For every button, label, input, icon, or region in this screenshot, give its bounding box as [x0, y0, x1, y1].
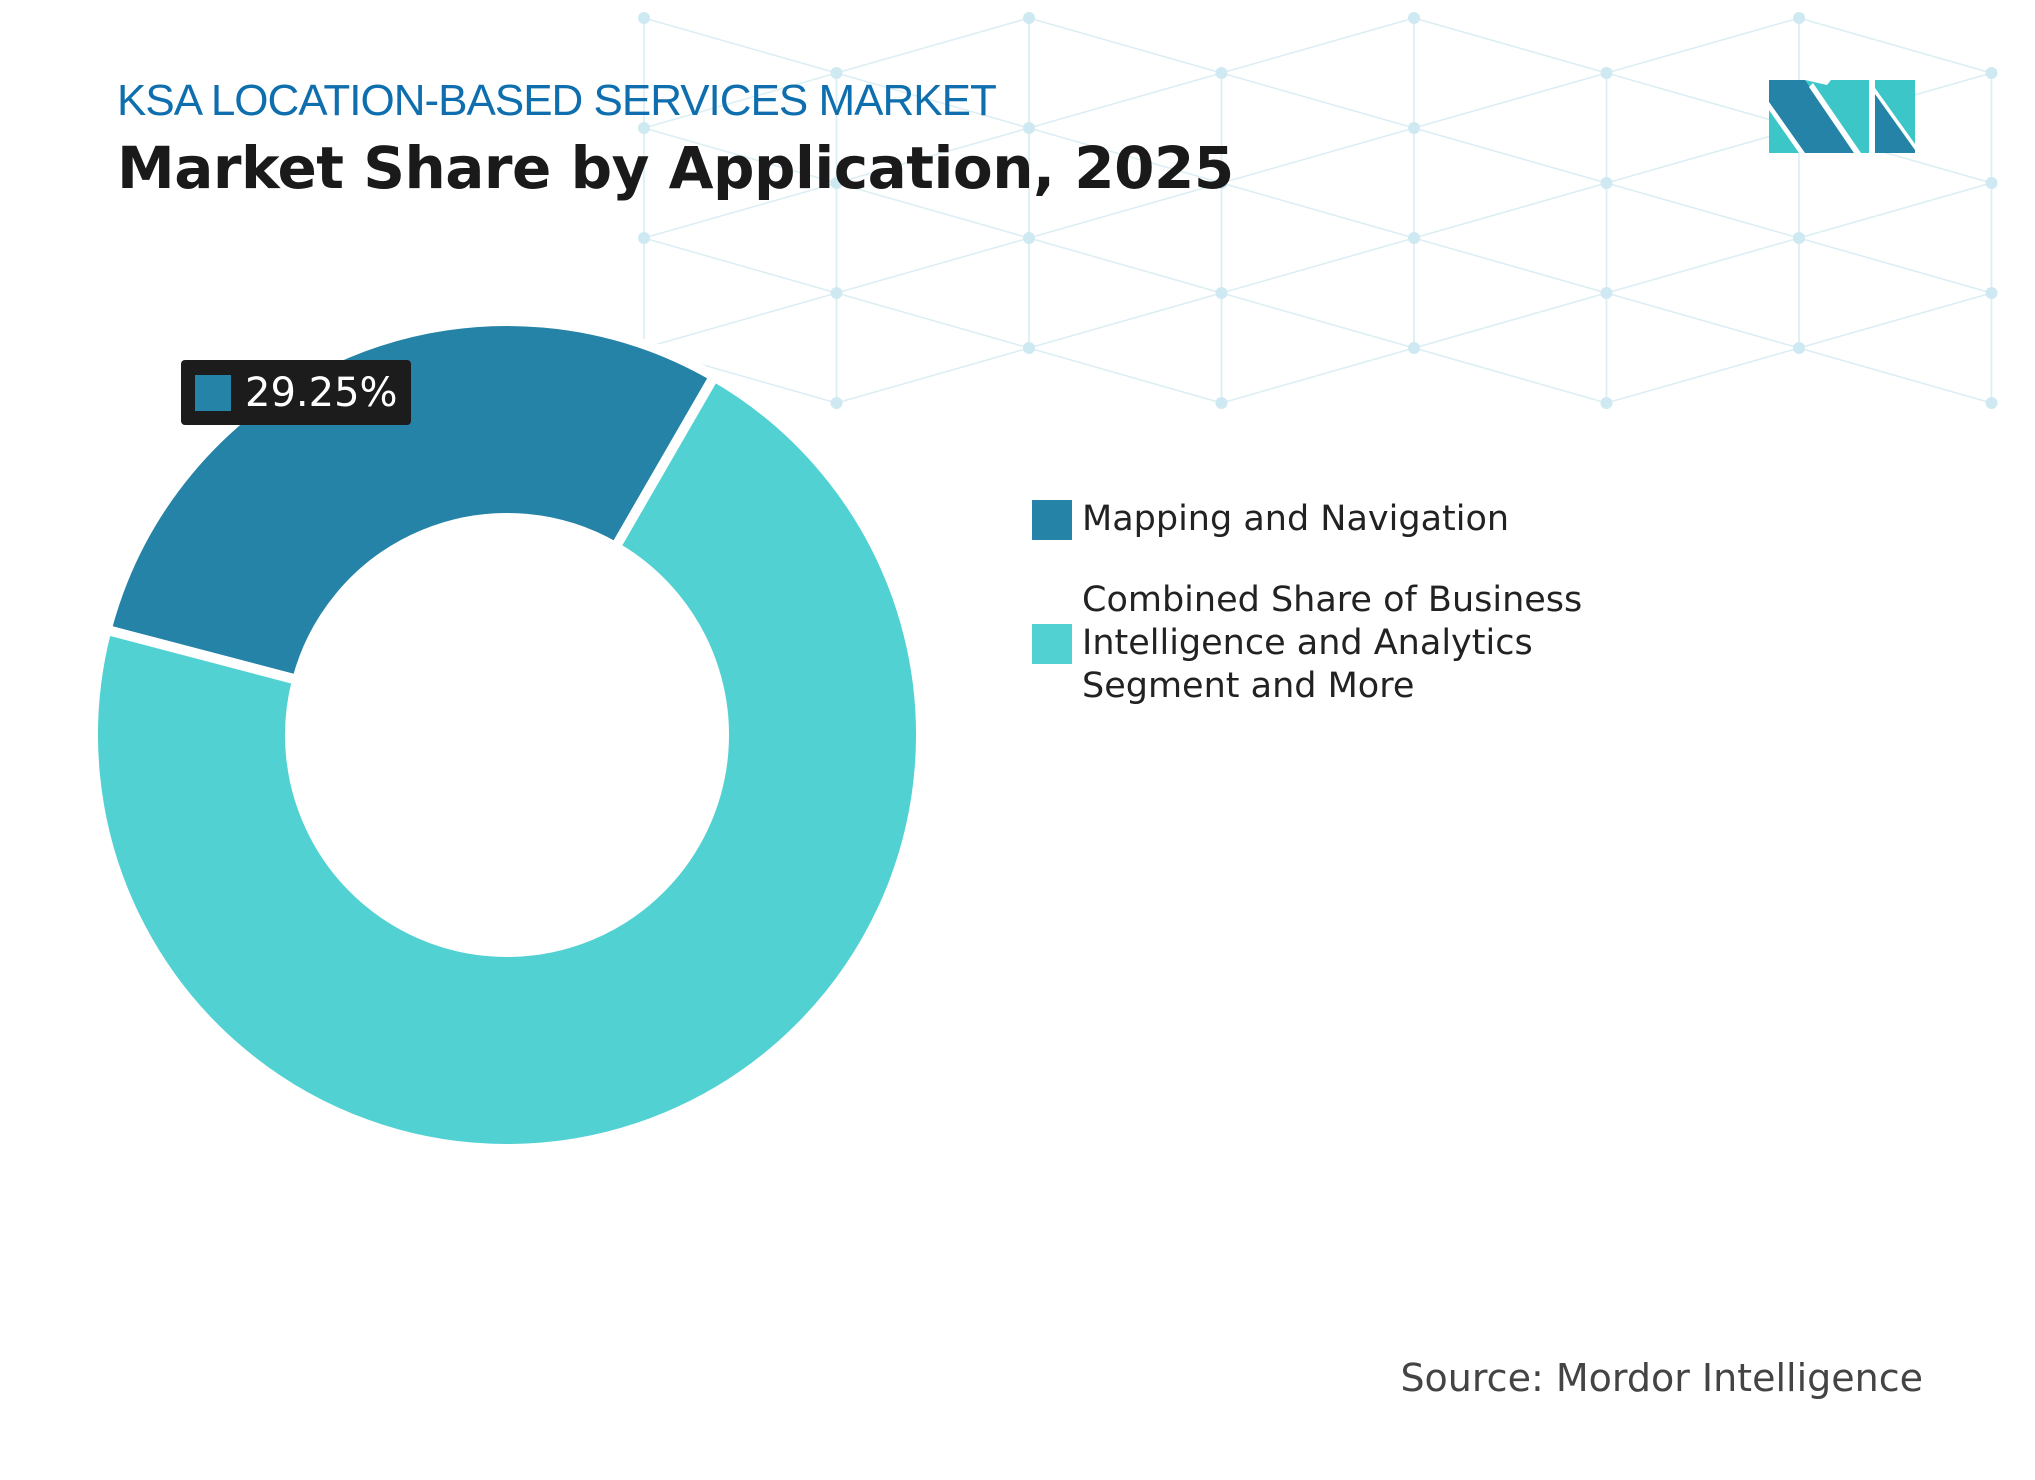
- pattern-line: [1413, 17, 1607, 74]
- pattern-node: [1985, 177, 1998, 189]
- legend-label: Combined Share of Business Intelligence …: [1082, 580, 1583, 706]
- pattern-line: [1606, 292, 1800, 349]
- pattern-line: [1413, 182, 1607, 239]
- source-note: Source: Mordor Intelligence: [1400, 1356, 1923, 1400]
- pattern-line: [1221, 182, 1415, 239]
- legend-label: Mapping and Navigation: [1082, 499, 1510, 539]
- pattern-line: [1221, 292, 1415, 349]
- pattern-line: [1798, 292, 1992, 349]
- pattern-line: [1028, 292, 1222, 349]
- pattern-line: [836, 127, 1030, 184]
- pattern-node: [1408, 232, 1420, 244]
- pattern-line: [1221, 127, 1415, 184]
- pattern-node: [1600, 287, 1613, 299]
- chart-subtitle: KSA LOCATION-BASED SERVICES MARKET: [117, 76, 997, 125]
- pattern-line: [1028, 17, 1222, 74]
- pattern-line: [1413, 72, 1607, 129]
- pattern-line: [1606, 182, 1800, 239]
- pattern-node: [830, 177, 843, 189]
- pattern-line: [1606, 237, 1800, 294]
- pattern-line: [1221, 237, 1415, 294]
- pattern-line: [1798, 347, 1992, 404]
- pattern-line: [1413, 347, 1607, 404]
- pattern-line: [836, 182, 1030, 239]
- mordor-intelligence-logo: [1769, 80, 1915, 153]
- pattern-line: [1221, 17, 1415, 74]
- pattern-node: [1793, 342, 1805, 354]
- pattern-line: [1606, 347, 1800, 404]
- data-label-text: 29.25%: [245, 369, 398, 416]
- pattern-node: [638, 12, 650, 24]
- legend-swatch: [1032, 499, 1072, 540]
- pattern-line: [1221, 347, 1415, 404]
- pattern-line: [1606, 17, 1800, 74]
- pattern-line: [1798, 237, 1992, 294]
- pattern-node: [1408, 342, 1420, 354]
- pattern-node: [1985, 287, 1998, 299]
- pattern-node: [1023, 232, 1035, 244]
- pattern-line: [643, 292, 837, 349]
- pattern-line: [1606, 72, 1800, 129]
- legend-item-mapping-navigation: Mapping and Navigation: [1032, 498, 1642, 541]
- pattern-line: [1221, 72, 1415, 129]
- pattern-line: [836, 292, 1030, 349]
- pattern-node: [1793, 12, 1805, 24]
- pattern-line: [1413, 127, 1607, 184]
- pattern-line: [1413, 292, 1607, 349]
- pattern-node: [830, 67, 843, 79]
- legend: Mapping and Navigation Combined Share of…: [1032, 498, 1642, 746]
- pattern-node: [1408, 122, 1420, 134]
- pattern-node: [830, 397, 843, 409]
- pattern-line: [1028, 127, 1222, 184]
- pattern-line: [1606, 127, 1800, 184]
- pattern-line: [1028, 182, 1222, 239]
- pattern-node: [1215, 177, 1228, 189]
- legend-swatch: [1032, 623, 1072, 664]
- pattern-node: [1600, 397, 1613, 409]
- pattern-node: [1600, 67, 1613, 79]
- pattern-node: [1215, 67, 1228, 79]
- data-label-swatch: [195, 374, 231, 411]
- pattern-line: [1028, 347, 1222, 404]
- pattern-line: [643, 127, 837, 184]
- pattern-node: [1985, 397, 1998, 409]
- legend-item-combined-share: Combined Share of Business Intelligence …: [1032, 579, 1642, 708]
- pattern-node: [1023, 12, 1035, 24]
- pattern-line: [643, 237, 837, 294]
- data-label-mapping-navigation: 29.25%: [181, 360, 411, 425]
- pattern-node: [1023, 122, 1035, 134]
- pattern-line: [836, 347, 1030, 404]
- pattern-node: [1215, 397, 1228, 409]
- chart-title: Market Share by Application, 2025: [117, 134, 1234, 202]
- pattern-line: [836, 72, 1030, 129]
- pattern-line: [1413, 237, 1607, 294]
- pattern-line: [643, 72, 837, 129]
- pattern-node: [1985, 67, 1998, 79]
- pattern-node: [638, 232, 650, 244]
- pattern-node: [1023, 342, 1035, 354]
- pattern-line: [836, 237, 1030, 294]
- pattern-node: [1600, 177, 1613, 189]
- pattern-line: [643, 17, 837, 74]
- pattern-node: [1408, 12, 1420, 24]
- donut-slice-combined-share: [88, 369, 926, 1154]
- pattern-line: [1798, 182, 1992, 239]
- pattern-line: [836, 17, 1030, 74]
- pattern-line: [1798, 17, 1992, 74]
- pattern-node: [638, 122, 650, 134]
- pattern-line: [643, 182, 837, 239]
- pattern-node: [1793, 232, 1805, 244]
- pattern-node: [1215, 287, 1228, 299]
- pattern-line: [1028, 72, 1222, 129]
- pattern-line: [1028, 237, 1222, 294]
- pattern-node: [830, 287, 843, 299]
